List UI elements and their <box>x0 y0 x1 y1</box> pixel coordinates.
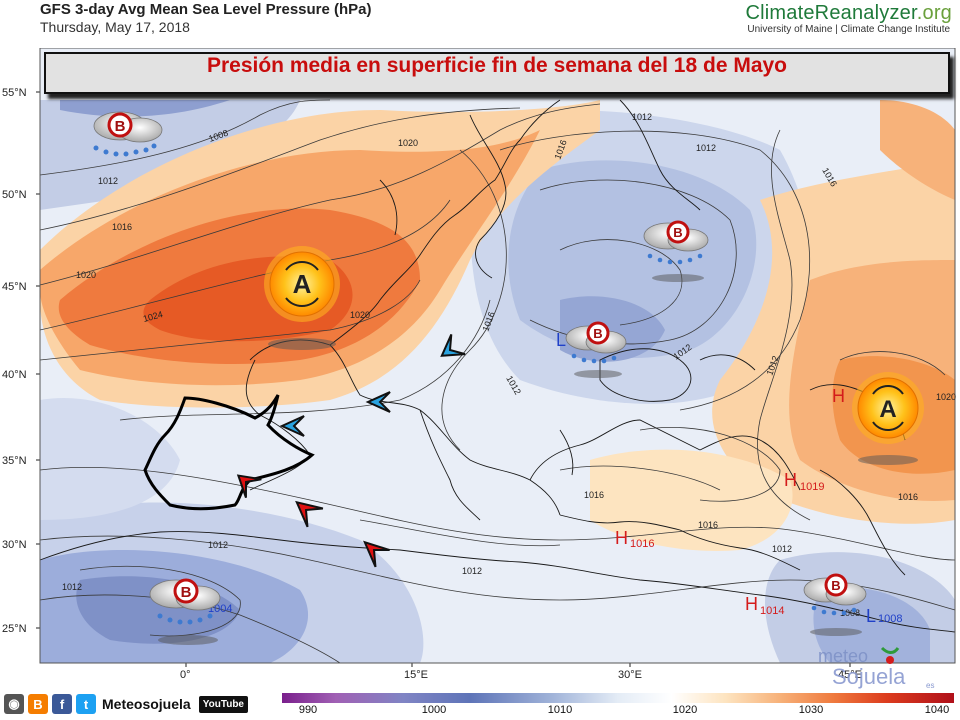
lat-label: 30°N <box>2 539 27 551</box>
pressure-map: 55°N 50°N 45°N 40°N 35°N 30°N 25°N 0° 15… <box>2 48 956 690</box>
colorbar-tick: 1030 <box>798 704 824 716</box>
svg-text:1014: 1014 <box>760 605 784 617</box>
wind-arrow-blue <box>365 391 391 413</box>
cyclone-icon: B <box>565 321 627 378</box>
isobars <box>39 99 956 664</box>
wind-arrow-blue <box>440 334 466 357</box>
svg-text:B: B <box>593 326 602 341</box>
wind-arrow-red <box>236 474 262 498</box>
svg-text:A: A <box>293 269 312 299</box>
wind-arrow-red <box>363 540 390 568</box>
svg-text:1016: 1016 <box>630 538 654 550</box>
cyclone-icon: B <box>643 220 709 282</box>
header: GFS 3-day Avg Mean Sea Level Pressure (h… <box>0 0 960 48</box>
isobar-label: 1012 <box>208 540 228 550</box>
low-center: L 1008 <box>866 606 902 626</box>
social-handle[interactable]: Meteosojuela <box>102 696 191 712</box>
instagram-icon[interactable]: ◉ <box>4 694 24 714</box>
lat-label: 45°N <box>2 281 27 293</box>
isobar-label: 1020 <box>350 310 370 320</box>
wind-arrow-blue <box>279 415 305 437</box>
high-center: H <box>832 386 845 406</box>
lon-label: 15°E <box>404 669 428 681</box>
isobar-label: 1016 <box>898 492 918 502</box>
isobar-label: 1012 <box>62 582 82 592</box>
high-center: H 1019 <box>784 470 824 493</box>
lon-label: 30°E <box>618 669 642 681</box>
youtube-icon[interactable]: YouTube <box>198 695 248 713</box>
lat-label: 50°N <box>2 189 27 201</box>
wind-arrow-red <box>295 500 324 528</box>
map-date: Thursday, May 17, 2018 <box>40 19 190 35</box>
brand-logo[interactable]: ClimateReanalyzer.org University of Main… <box>745 2 952 35</box>
svg-text:H: H <box>832 386 845 406</box>
svg-text:es: es <box>926 681 934 690</box>
isobar-label: 1012 <box>772 544 792 554</box>
svg-text:L: L <box>866 606 876 626</box>
svg-text:Sojuela: Sojuela <box>832 664 906 689</box>
isobar-label: 1016 <box>698 520 718 530</box>
colorbar-tick: 1040 <box>924 704 950 716</box>
blogger-icon[interactable]: B <box>28 694 48 714</box>
isobar-label: 1016 <box>584 490 604 500</box>
pressure-colorbar <box>282 693 954 703</box>
svg-text:H: H <box>615 528 628 548</box>
lat-label: 55°N <box>2 87 27 99</box>
lon-label: 45°E <box>838 669 862 681</box>
svg-text:H: H <box>745 594 758 614</box>
high-center: H 1014 <box>745 594 784 617</box>
isobar-label: 1012 <box>632 112 652 122</box>
isobar-label: 1012 <box>462 566 482 576</box>
map-title: GFS 3-day Avg Mean Sea Level Pressure (h… <box>40 1 372 18</box>
svg-text:B: B <box>673 225 682 240</box>
colorbar-tick: 1010 <box>547 704 573 716</box>
cyclone-icon: B <box>803 573 867 636</box>
isobar-label: 1012 <box>696 143 716 153</box>
brand-name: ClimateReanalyzer.org <box>745 2 952 24</box>
isobar-label: 1016 <box>112 222 132 232</box>
lat-label: 35°N <box>2 455 27 467</box>
colorbar-tick: 1020 <box>672 704 698 716</box>
isobar-label: 1020 <box>936 392 956 402</box>
isobar-label: 1020 <box>398 138 418 148</box>
cyclone-icon: B <box>149 578 221 645</box>
high-center: H 1016 <box>615 528 654 550</box>
svg-text:H: H <box>784 470 797 490</box>
twitter-icon[interactable]: t <box>76 694 96 714</box>
svg-text:A: A <box>879 396 896 423</box>
svg-text:B: B <box>115 118 126 135</box>
svg-text:B: B <box>181 584 192 601</box>
svg-text:1008: 1008 <box>878 613 902 625</box>
cyclone-icon: B <box>93 111 163 157</box>
colorbar-tick: 990 <box>298 704 318 716</box>
isobar-label: 1008 <box>840 608 860 618</box>
svg-text:1019: 1019 <box>800 481 824 493</box>
facebook-icon[interactable]: f <box>52 694 72 714</box>
svg-text:L: L <box>556 330 566 350</box>
social-links: ◉ B f t Meteosojuela YouTube <box>4 693 248 715</box>
lat-label: 25°N <box>2 623 27 635</box>
isobar-label: 1020 <box>76 270 96 280</box>
anticyclone-icon: A <box>852 372 924 465</box>
lat-label: 40°N <box>2 369 27 381</box>
low-center: L <box>556 330 566 350</box>
colorbar-tick: 1000 <box>421 704 447 716</box>
headline-banner: Presión media en superficie fin de seman… <box>44 52 950 94</box>
anticyclone-icon: A <box>264 246 340 350</box>
isobar-label: 1012 <box>98 176 118 186</box>
brand-subtitle: University of Maine | Climate Change Ins… <box>747 24 951 35</box>
svg-text:B: B <box>831 578 840 593</box>
svg-text:meteo: meteo <box>818 646 868 666</box>
meteosojuela-watermark: meteo Sojuela es <box>818 646 934 690</box>
lon-label: 0° <box>180 669 191 681</box>
